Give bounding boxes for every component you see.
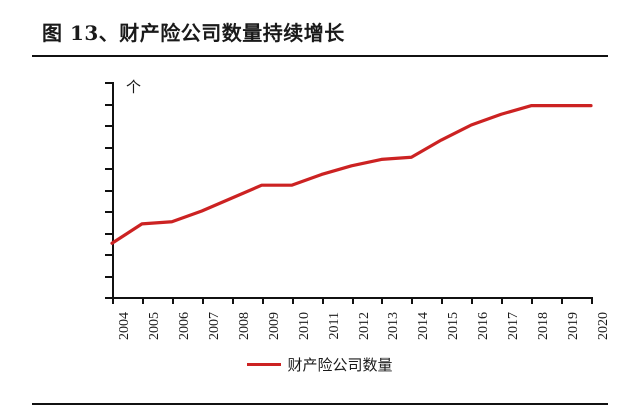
x-axis-tick xyxy=(351,297,354,304)
y-axis-tick xyxy=(105,168,112,170)
x-axis-tick xyxy=(231,297,234,304)
y-axis-tick xyxy=(105,103,112,106)
figure-title-block: 图 13、财产险公司数量持续增长 xyxy=(0,0,640,62)
x-axis-tick xyxy=(531,297,534,304)
y-axis-tick xyxy=(105,232,112,235)
page-title: 图 13、财产险公司数量持续增长 xyxy=(42,21,345,45)
y-axis-line xyxy=(112,82,114,298)
title-divider xyxy=(32,55,608,57)
chart-container: 0102030405060708090100 20042005200620072… xyxy=(0,62,640,411)
x-axis-tick xyxy=(291,297,294,304)
x-axis-tick xyxy=(381,297,384,304)
x-axis-tick xyxy=(471,297,474,304)
y-axis-tick xyxy=(105,146,112,149)
chart-legend: 财产险公司数量 xyxy=(0,354,640,375)
legend-color-swatch xyxy=(247,363,282,366)
y-axis-tick xyxy=(105,297,112,299)
x-axis-tick xyxy=(501,297,504,304)
bottom-divider xyxy=(32,403,608,405)
x-axis-tick xyxy=(171,297,174,304)
y-axis-tick xyxy=(105,82,112,84)
series-plot xyxy=(110,104,593,245)
x-axis-tick xyxy=(591,297,593,304)
x-axis-tick xyxy=(261,297,264,304)
x-axis-tick xyxy=(112,297,114,304)
x-axis-tick xyxy=(201,297,204,304)
y-axis-tick xyxy=(105,275,112,278)
y-axis-tick xyxy=(105,254,112,256)
legend-item-label: 财产险公司数量 xyxy=(287,356,393,374)
x-axis-tick xyxy=(141,297,144,304)
x-axis-tick xyxy=(441,297,444,304)
y-axis-tick xyxy=(105,125,112,127)
series-line-financial-insurance-company-count xyxy=(110,104,593,245)
y-axis-tick xyxy=(105,211,112,213)
y-axis-tick xyxy=(105,189,112,192)
x-axis-tick xyxy=(561,297,564,304)
x-axis-tick xyxy=(321,297,324,304)
y-axis-unit-label: 个 xyxy=(126,78,142,96)
x-axis-tick xyxy=(411,297,414,304)
